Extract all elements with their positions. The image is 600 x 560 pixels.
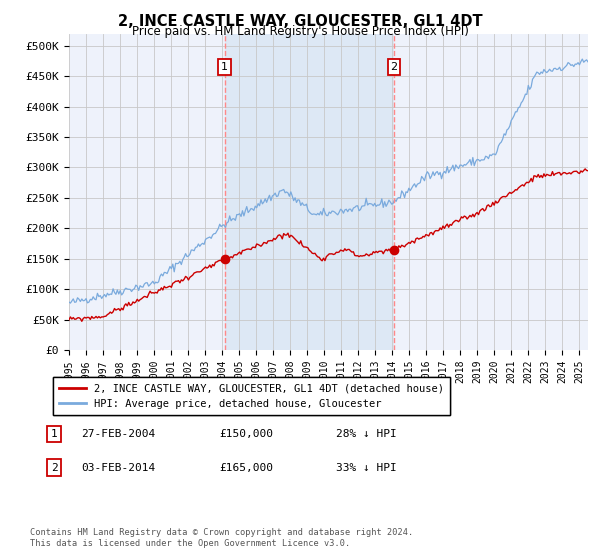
Text: 28% ↓ HPI: 28% ↓ HPI [336,429,397,439]
Text: 1: 1 [50,429,58,439]
Legend: 2, INCE CASTLE WAY, GLOUCESTER, GL1 4DT (detached house), HPI: Average price, de: 2, INCE CASTLE WAY, GLOUCESTER, GL1 4DT … [53,377,450,415]
Text: Price paid vs. HM Land Registry's House Price Index (HPI): Price paid vs. HM Land Registry's House … [131,25,469,38]
Text: 33% ↓ HPI: 33% ↓ HPI [336,463,397,473]
Text: 1: 1 [221,62,228,72]
Text: 03-FEB-2014: 03-FEB-2014 [81,463,155,473]
Text: 2: 2 [50,463,58,473]
Bar [225,34,394,350]
Text: 2: 2 [390,62,397,72]
Text: 27-FEB-2004: 27-FEB-2004 [81,429,155,439]
Text: 2, INCE CASTLE WAY, GLOUCESTER, GL1 4DT: 2, INCE CASTLE WAY, GLOUCESTER, GL1 4DT [118,14,482,29]
Text: £150,000: £150,000 [219,429,273,439]
Text: Contains HM Land Registry data © Crown copyright and database right 2024.
This d: Contains HM Land Registry data © Crown c… [30,528,413,548]
Text: £165,000: £165,000 [219,463,273,473]
